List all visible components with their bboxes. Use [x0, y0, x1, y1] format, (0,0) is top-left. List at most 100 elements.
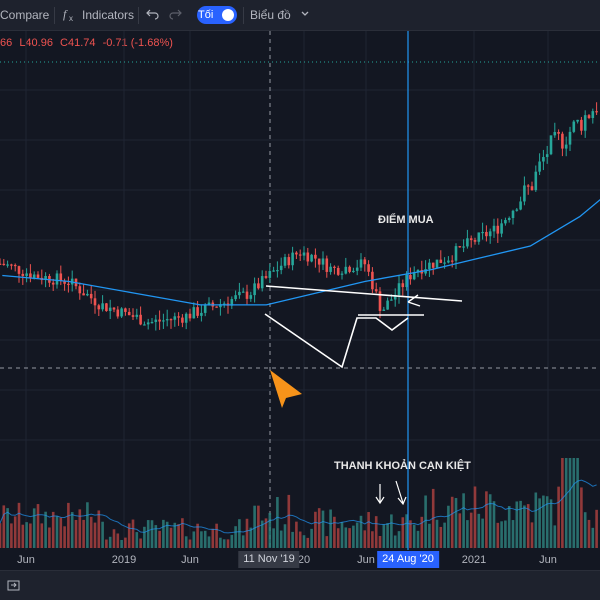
candle [466, 229, 469, 249]
volume-bar [184, 536, 188, 548]
candle [215, 306, 218, 308]
candle-body [283, 257, 287, 266]
compare-button[interactable]: Compare [0, 0, 49, 31]
candle-body [469, 238, 473, 241]
volume-moving-average [0, 479, 597, 534]
candle [492, 218, 496, 238]
candle-body [78, 286, 82, 294]
candle [515, 208, 519, 212]
volume-bar [534, 492, 538, 548]
candle [245, 284, 249, 305]
candle-body [2, 263, 6, 266]
candle-body [336, 267, 340, 275]
candle-body [36, 274, 40, 278]
candle [89, 285, 93, 304]
candle [348, 265, 351, 274]
candle-body [188, 313, 192, 319]
candle-body [230, 299, 234, 306]
volume-bar [32, 508, 36, 548]
candle [321, 251, 325, 270]
candle-body [165, 319, 169, 321]
candle [276, 261, 279, 278]
volume-bar [146, 520, 150, 548]
x-tick: Jun [17, 554, 35, 566]
candle [530, 181, 534, 191]
volume-bar [211, 528, 215, 548]
candle [511, 209, 515, 225]
candle [542, 149, 545, 171]
candle-body [378, 291, 382, 311]
candle-body [97, 305, 101, 310]
candle-body [314, 254, 317, 259]
volume-bar [200, 531, 203, 548]
volume-bar [583, 512, 587, 548]
volume-bar [374, 516, 378, 548]
redo-button[interactable] [168, 0, 182, 31]
chart-type-label: Biểu đồ [250, 8, 291, 22]
candle [393, 288, 397, 307]
candle [78, 282, 82, 300]
volume-bar [135, 532, 139, 548]
candle [241, 287, 245, 293]
volume-bar [359, 515, 363, 548]
x-tick: 2019 [111, 554, 137, 566]
candle-body [192, 307, 196, 319]
candle-body [355, 267, 359, 271]
volume-bar [507, 506, 511, 548]
candle [295, 251, 298, 260]
candle [424, 260, 427, 276]
volume-bar [466, 520, 469, 548]
candle-body [557, 132, 560, 134]
volume-bar [401, 517, 405, 548]
undo-button[interactable] [146, 0, 160, 31]
volume-bar [219, 537, 222, 548]
candle-body [63, 280, 66, 284]
candle-body [146, 322, 150, 325]
volume-bar [238, 519, 241, 548]
chart-type-dropdown[interactable]: Biểu đồ [250, 0, 310, 31]
candle [580, 116, 583, 135]
candle-body [397, 283, 401, 295]
dark-theme-toggle[interactable] [197, 6, 237, 24]
candle-body [55, 273, 59, 285]
candle-body [184, 313, 188, 323]
volume-bar [435, 519, 439, 548]
candle-body [386, 300, 389, 310]
candle-body [580, 119, 583, 131]
candle-body [545, 154, 549, 158]
volume-bar [538, 498, 541, 548]
indicators-button[interactable]: f x Indicators [62, 0, 134, 31]
x-tick: Jun [539, 554, 557, 566]
candle [557, 129, 560, 140]
candle [454, 243, 458, 270]
candle [591, 108, 595, 124]
pattern-top-trendline [265, 285, 463, 302]
candle [70, 270, 74, 292]
candle [561, 131, 564, 157]
candle [146, 318, 150, 330]
volume-bar [564, 458, 568, 548]
candle [10, 263, 13, 270]
panel-icon[interactable] [7, 579, 21, 593]
candle-body [344, 266, 348, 274]
volume-bar [298, 531, 302, 548]
candle [207, 297, 211, 306]
candle-body [352, 270, 355, 273]
volume-bar [409, 520, 412, 548]
candle [74, 278, 78, 290]
candle [340, 271, 344, 280]
candle [188, 308, 192, 322]
candle [67, 276, 70, 293]
candle-body [120, 308, 123, 317]
volume-bar [515, 501, 519, 548]
down-arrow-icon [375, 484, 385, 505]
volume-bar [333, 516, 336, 548]
price-chart[interactable] [0, 31, 600, 550]
volume-bar [181, 518, 184, 548]
candle [314, 248, 317, 268]
volume-bar [29, 523, 32, 548]
volume-bar [549, 499, 553, 548]
volume-bar [10, 523, 13, 548]
candle [549, 135, 553, 156]
volume-bar [249, 527, 253, 548]
